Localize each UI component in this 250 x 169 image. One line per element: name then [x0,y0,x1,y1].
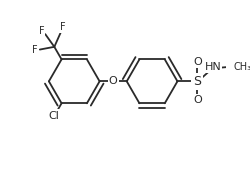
Text: F: F [32,45,38,55]
Text: Cl: Cl [48,111,59,121]
Text: O: O [193,57,202,67]
Text: F: F [60,22,65,32]
Text: S: S [193,75,201,88]
Text: HN: HN [204,62,221,72]
Text: O: O [109,76,118,86]
Text: F: F [39,26,44,37]
Text: O: O [193,95,202,105]
Text: CH₃: CH₃ [234,62,250,72]
